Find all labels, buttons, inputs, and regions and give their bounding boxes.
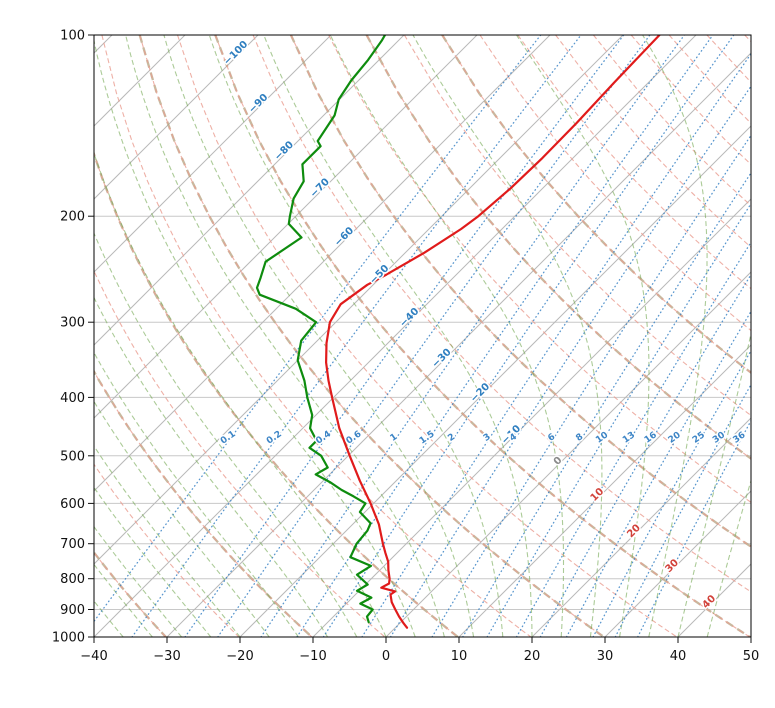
- svg-text:700: 700: [60, 537, 85, 552]
- svg-text:−30: −30: [153, 649, 180, 664]
- svg-text:800: 800: [60, 572, 85, 587]
- svg-text:40: 40: [670, 649, 687, 664]
- svg-text:900: 900: [60, 603, 85, 618]
- svg-text:100: 100: [60, 29, 85, 44]
- svg-text:50: 50: [743, 649, 760, 664]
- svg-text:0: 0: [382, 649, 390, 664]
- svg-text:−10: −10: [299, 649, 326, 664]
- svg-text:30: 30: [597, 649, 614, 664]
- svg-text:300: 300: [60, 316, 85, 331]
- svg-text:600: 600: [60, 497, 85, 512]
- svg-text:10: 10: [451, 649, 468, 664]
- svg-text:200: 200: [60, 210, 85, 225]
- svg-text:20: 20: [524, 649, 541, 664]
- svg-text:−40: −40: [80, 649, 107, 664]
- svg-text:500: 500: [60, 449, 85, 464]
- svg-text:1000: 1000: [52, 631, 85, 646]
- svg-text:−20: −20: [226, 649, 253, 664]
- svg-text:400: 400: [60, 391, 85, 406]
